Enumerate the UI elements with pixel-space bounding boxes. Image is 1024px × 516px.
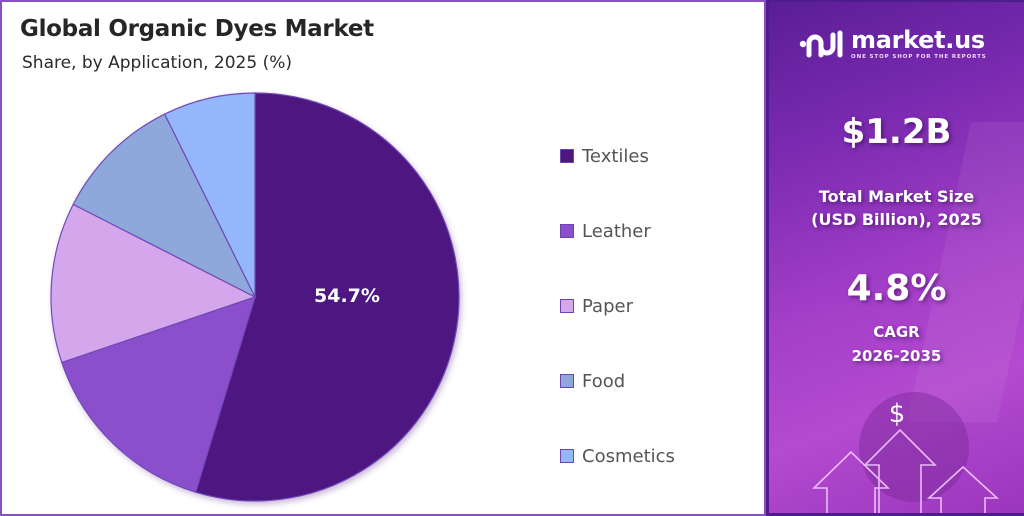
legend-item-paper[interactable]: Paper (560, 294, 675, 318)
legend-item-food[interactable]: Food (560, 369, 675, 393)
brand-tagline: ONE STOP SHOP FOR THE REPORTS (851, 54, 987, 60)
legend-label: Leather (582, 220, 651, 242)
cagr-value: 4.8% (846, 268, 947, 309)
legend-item-cosmetics[interactable]: Cosmetics (560, 444, 675, 468)
chart-subtitle: Share, by Application, 2025 (%) (22, 53, 292, 73)
background-coin-decoration (859, 392, 969, 502)
pie-slice-food[interactable] (72, 113, 257, 299)
pie-slice-leather[interactable] (61, 296, 256, 493)
legend-item-leather[interactable]: Leather (560, 219, 675, 243)
legend-swatch-paper (560, 299, 574, 313)
textiles-data-label: 54.7% (314, 285, 380, 307)
pie-chart-svg (50, 92, 460, 502)
market-size-value: $1.2B (841, 112, 952, 152)
legend-label: Paper (582, 295, 633, 317)
brand-name: market.us (851, 26, 985, 54)
pie-slice-cosmetics[interactable] (163, 92, 256, 298)
cagr-label: CAGR 2026-2035 (769, 320, 1024, 368)
brand-logo[interactable]: market.us ONE STOP SHOP FOR THE REPORTS (799, 28, 987, 60)
cagr-label-line1: CAGR (873, 323, 920, 341)
legend-swatch-food (560, 374, 574, 388)
market-us-logo-icon (799, 30, 843, 58)
legend-swatch-textiles (560, 149, 574, 163)
dollar-sign-icon: $ (889, 399, 906, 429)
legend-label: Food (582, 370, 626, 392)
market-size-label: Total Market Size (USD Billion), 2025 (769, 185, 1024, 231)
legend-label: Textiles (582, 145, 649, 167)
legend-item-textiles[interactable]: Textiles (560, 144, 675, 168)
pie-slice-textiles[interactable] (194, 92, 460, 502)
summary-sidebar: market.us ONE STOP SHOP FOR THE REPORTS … (766, 0, 1024, 516)
chart-panel: Global Organic Dyes Market Share, by App… (0, 0, 766, 516)
growth-arrows-icon: $ (812, 399, 1000, 513)
market-size-label-line2: (USD Billion), 2025 (811, 210, 982, 229)
chart-title: Global Organic Dyes Market (20, 16, 374, 42)
pie-slice-paper[interactable] (50, 203, 257, 364)
pie-chart: 54.7% (2, 2, 768, 516)
cagr-label-line2: 2026-2035 (851, 347, 942, 365)
legend-swatch-cosmetics (560, 449, 574, 463)
legend-swatch-leather (560, 224, 574, 238)
market-size-label-line1: Total Market Size (818, 187, 975, 206)
chart-legend: Textiles Leather Paper Food Cosmetics (560, 144, 675, 516)
legend-label: Cosmetics (582, 445, 675, 467)
